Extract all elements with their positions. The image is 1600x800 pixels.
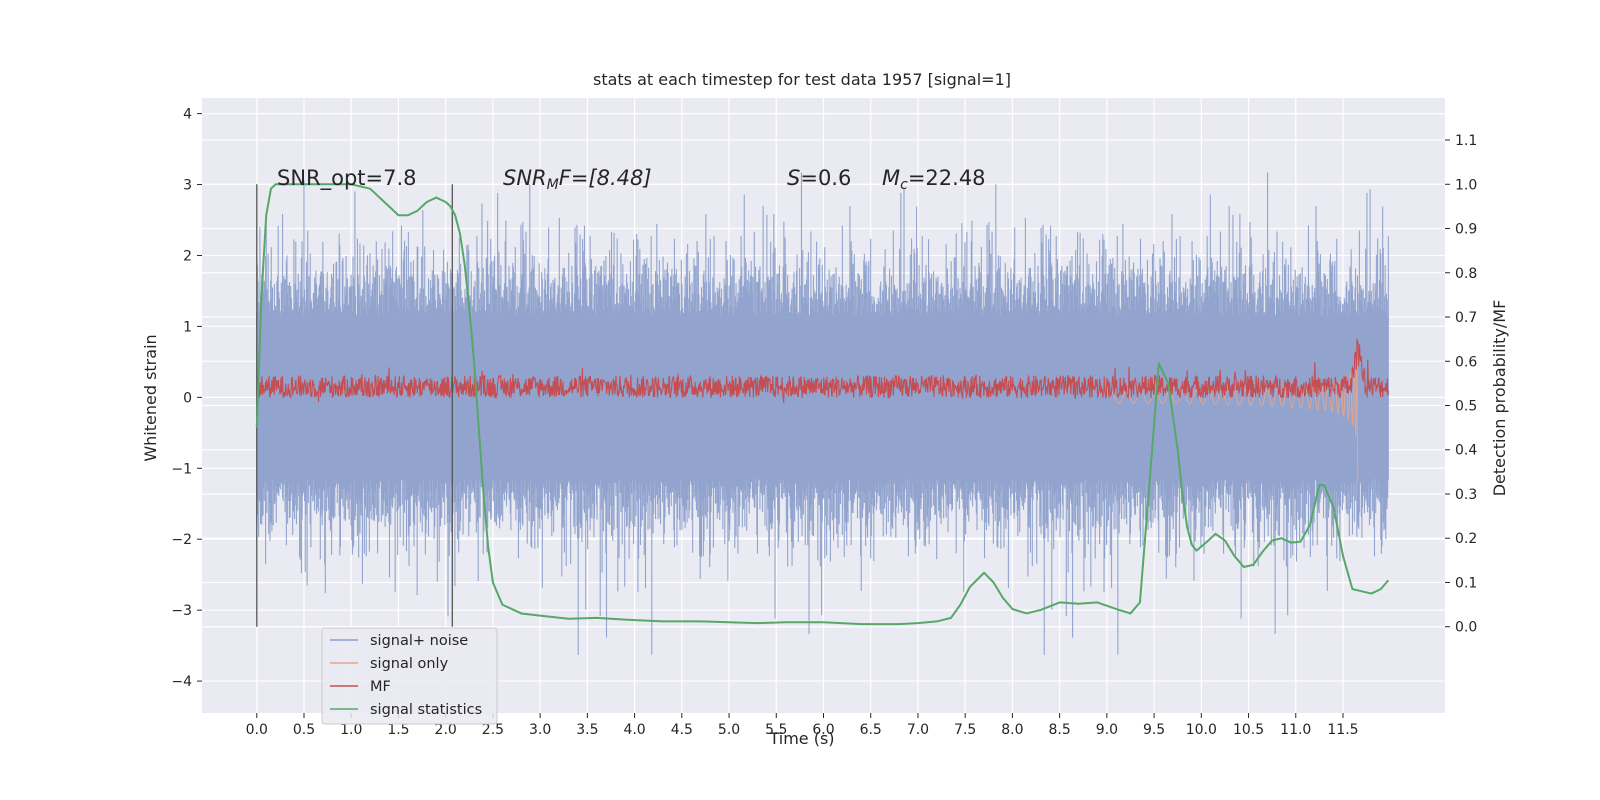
y2-tick-label-0: 1.1 — [1455, 133, 1477, 149]
x-axis-label: Time (s) — [768, 729, 834, 748]
x-tick-label-17: 8.5 — [1048, 722, 1070, 738]
y-tick-label-6: −2 — [171, 532, 192, 548]
annotation-snr-opt: SNR_opt=7.8 — [277, 166, 417, 191]
mf-line — [256, 338, 1389, 403]
x-tick-label-6: 3.0 — [529, 722, 551, 738]
y2-tick-label-11: 0.0 — [1455, 620, 1477, 636]
y2-tick-label-10: 0.1 — [1455, 575, 1477, 591]
y2-tick-label-4: 0.7 — [1455, 310, 1477, 326]
annotation-snr-mf-base: SNR — [503, 166, 547, 190]
y-axis-right: 1.1 1.0 0.9 0.8 0.7 0.6 0.5 0.4 0.3 0.2 0.1 0.0 — [1445, 133, 1477, 636]
y-tick-label-2: 2 — [183, 248, 192, 264]
annotation-s-value: =0.6 — [800, 166, 851, 190]
x-tick-label-11: 5.5 — [765, 722, 787, 738]
x-tick-label-23: 11.5 — [1327, 722, 1358, 738]
x-tick-label-4: 2.0 — [435, 722, 457, 738]
x-tick-label-5: 2.5 — [482, 722, 504, 738]
x-tick-label-9: 4.5 — [671, 722, 693, 738]
chart-title: stats at each timestep for test data 195… — [593, 70, 1011, 89]
legend-label-signal-statistics: signal statistics — [370, 702, 482, 718]
y-axis-left: 4 3 2 1 0 −1 −2 −3 −4 — [171, 107, 202, 690]
x-tick-label-18: 9.0 — [1096, 722, 1118, 738]
y2-tick-label-1: 1.0 — [1455, 177, 1477, 193]
y-axis-label: Whitened strain — [141, 334, 160, 461]
y-tick-label-1: 3 — [183, 178, 192, 194]
y-tick-label-8: −4 — [171, 674, 192, 690]
y-axis-right-label: Detection probability/MF — [1490, 300, 1509, 497]
y2-tick-label-3: 0.8 — [1455, 266, 1477, 282]
x-tick-label-14: 7.0 — [907, 722, 929, 738]
x-tick-label-13: 6.5 — [860, 722, 882, 738]
y-tick-label-3: 1 — [183, 319, 192, 335]
annotation-mc-sub: c — [900, 177, 908, 193]
x-tick-label-21: 10.5 — [1233, 722, 1264, 738]
y-tick-label-4: 0 — [183, 390, 192, 406]
x-tick-label-10: 5.0 — [718, 722, 740, 738]
series-mf — [256, 338, 1389, 403]
y2-tick-label-2: 0.9 — [1455, 222, 1477, 238]
y-tick-label-5: −1 — [171, 461, 192, 477]
x-tick-label-3: 1.5 — [387, 722, 409, 738]
annotation-mc: Mc=22.48 — [882, 166, 986, 193]
y2-tick-label-5: 0.6 — [1455, 354, 1477, 370]
annotation-snr-mf-rest: F=[8.48] — [559, 166, 652, 190]
x-tick-label-0: 0.0 — [246, 722, 268, 738]
x-tick-label-1: 0.5 — [293, 722, 315, 738]
y-tick-label-7: −3 — [171, 603, 192, 619]
x-tick-label-16: 8.0 — [1001, 722, 1023, 738]
y2-tick-label-9: 0.2 — [1455, 531, 1477, 547]
legend-label-mf: MF — [370, 679, 391, 695]
y2-tick-label-8: 0.3 — [1455, 487, 1477, 503]
x-tick-label-2: 1.0 — [340, 722, 362, 738]
legend-box — [321, 627, 498, 725]
x-tick-label-19: 9.5 — [1143, 722, 1165, 738]
y2-tick-label-7: 0.4 — [1455, 443, 1477, 459]
annotation-s-label: S — [787, 166, 800, 190]
x-axis: 0.0 0.5 1.0 1.5 2.0 2.5 3.0 3.5 4.0 4.5 5.0 5.5 6.0 6… — [246, 713, 1359, 738]
annotation-s: S=0.6 — [787, 166, 851, 190]
x-tick-label-8: 4.0 — [623, 722, 645, 738]
x-tick-label-12: 6.0 — [812, 722, 834, 738]
y-tick-label-0: 4 — [183, 107, 192, 123]
y2-tick-label-6: 0.5 — [1455, 399, 1477, 415]
annotation-snr-mf-sub: M — [547, 177, 559, 193]
legend-label-signal-noise: signal+ noise — [370, 633, 468, 649]
annotation-mc-value: =22.48 — [908, 166, 986, 190]
signal-statistics-line — [255, 183, 1390, 626]
x-tick-label-20: 10.0 — [1186, 722, 1217, 738]
x-tick-label-22: 11.0 — [1280, 722, 1311, 738]
series-signal-statistics — [255, 183, 1390, 626]
x-tick-label-7: 3.5 — [576, 722, 598, 738]
legend-label-signal-only: signal only — [370, 656, 449, 672]
legend: signal+ noise signal only MF signal stat… — [321, 627, 498, 725]
annotation-snr-mf: SNRMF=[8.48] — [503, 166, 652, 193]
annotation-mc-base: M — [882, 166, 900, 190]
x-tick-label-15: 7.5 — [954, 722, 976, 738]
